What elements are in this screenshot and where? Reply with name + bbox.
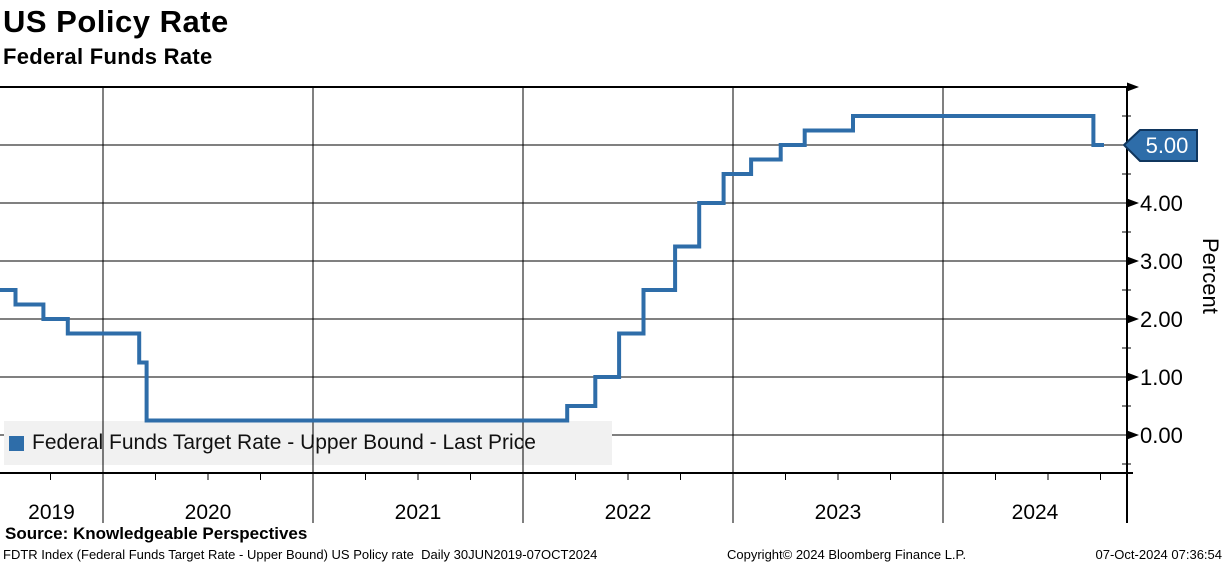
last-price-tag: 5.00	[1122, 129, 1198, 162]
page-subtitle: Federal Funds Rate	[3, 44, 213, 69]
last-price-value: 5.00	[1146, 133, 1189, 158]
x-axis-year-label: 2019	[28, 501, 75, 524]
svg-text:0.00: 0.00	[1140, 423, 1183, 448]
x-axis-year-label: 2020	[185, 501, 232, 524]
footer-bar: FDTR Index (Federal Funds Target Rate - …	[0, 547, 1224, 566]
svg-text:1.00: 1.00	[1140, 365, 1183, 390]
svg-text:4.00: 4.00	[1140, 191, 1183, 216]
chart-axes-and-series: 0.00 1.00 2.00 3.00 4.00 2019 2020 2021 2022 2023…	[0, 82, 1183, 524]
page-title: US Policy Rate	[3, 4, 229, 39]
footer-security-description: FDTR Index (Federal Funds Target Rate - …	[3, 547, 598, 562]
legend-series-label: Federal Funds Target Rate - Upper Bound …	[32, 431, 536, 454]
legend-series-swatch-icon	[9, 435, 24, 451]
svg-text:2.00: 2.00	[1140, 307, 1183, 332]
x-axis-year-label: 2021	[395, 501, 442, 524]
y-axis-title: Percent	[1198, 238, 1223, 314]
svg-text:3.00: 3.00	[1140, 249, 1183, 274]
x-axis-year-label: 2024	[1012, 501, 1059, 524]
footer-timestamp: 07-Oct-2024 07:36:54	[1095, 547, 1222, 562]
source-line: Source: Knowledgeable Perspectives	[5, 524, 308, 543]
legend: Federal Funds Target Rate - Upper Bound …	[4, 421, 612, 465]
x-axis-year-label: 2023	[815, 501, 862, 524]
horizontal-gridlines	[0, 86, 1127, 436]
last-price-tag-shape	[1122, 129, 1198, 162]
x-axis-year-label: 2022	[605, 501, 652, 524]
fed-funds-rate-step-line	[0, 114, 1104, 423]
footer-copyright: Copyright© 2024 Bloomberg Finance L.P.	[727, 547, 967, 562]
legend-background	[4, 421, 612, 465]
